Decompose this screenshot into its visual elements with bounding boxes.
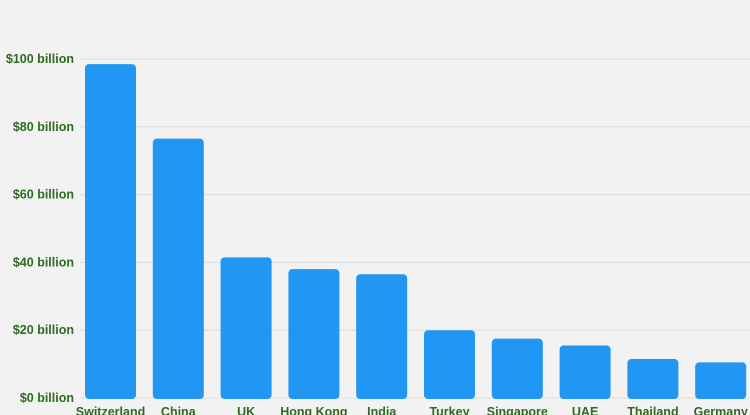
x-category-label: Turkey [429, 405, 469, 415]
bar-switzerland [85, 64, 136, 400]
x-category-label: Germany [694, 405, 748, 415]
y-tick-label: $60 billion [13, 188, 74, 202]
x-category-label: Thailand [627, 405, 678, 415]
bar-uae [559, 345, 611, 399]
bar-germany [695, 362, 747, 399]
y-tick-label: $100 billion [6, 52, 74, 66]
y-tick-label: $0 billion [20, 391, 74, 405]
x-category-label: India [367, 405, 397, 415]
x-category-label: UAE [572, 405, 598, 415]
x-category-label: Switzerland [76, 405, 145, 415]
y-axis-tick-labels: $0 billion $20 billion $40 billion $60 bill… [6, 52, 74, 405]
bars [85, 64, 747, 400]
bar-uk [220, 257, 272, 399]
x-category-label: China [161, 405, 197, 415]
bar-china [152, 138, 204, 400]
bar-turkey [424, 330, 475, 399]
x-category-label: Hong Kong [280, 405, 347, 415]
x-axis-category-labels: Switzerland China UK Hong Kong India Turkey Si… [76, 405, 748, 415]
bar-thailand [627, 359, 679, 399]
x-category-label: Singapore [487, 405, 548, 415]
x-category-label: UK [237, 405, 255, 415]
y-tick-label: $40 billion [13, 255, 74, 269]
y-tick-label: $80 billion [13, 120, 74, 134]
bar-hong-kong [288, 269, 340, 399]
y-tick-label: $20 billion [13, 323, 74, 337]
bar-singapore [491, 338, 543, 399]
bar-india [356, 274, 408, 399]
